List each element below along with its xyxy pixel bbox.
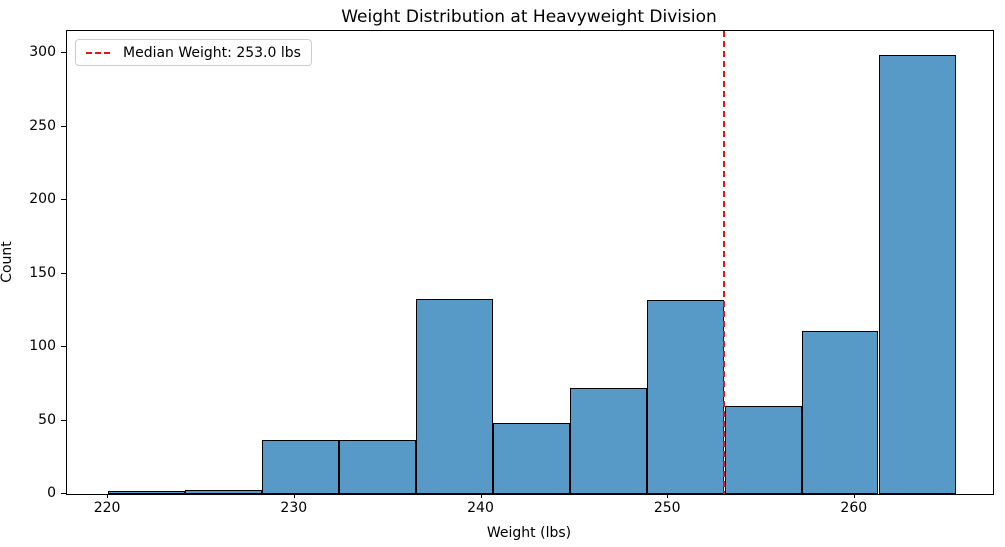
x-tick-label: 240 (467, 500, 494, 516)
histogram-bar (724, 405, 802, 494)
histogram-bar (262, 439, 340, 494)
y-tick-mark (61, 346, 66, 347)
y-tick-label: 150 (29, 264, 56, 281)
histogram-bar (647, 300, 725, 494)
x-tick-label: 260 (840, 500, 868, 516)
y-axis-label: Count (0, 241, 15, 283)
histogram-bar (570, 388, 648, 494)
x-tick-mark (480, 494, 482, 498)
legend: Median Weight: 253.0 lbs (75, 39, 312, 66)
x-tick-label: 220 (93, 500, 121, 516)
plot-area: Median Weight: 253.0 lbs (66, 30, 994, 495)
y-tick-label: 0 (47, 485, 56, 501)
x-axis-label: Weight (lbs) (486, 525, 572, 541)
y-tick-mark (61, 199, 66, 200)
x-tick-label: 230 (280, 500, 308, 516)
median-line-legend-swatch-icon (86, 51, 113, 54)
y-tick-label: 100 (29, 338, 56, 354)
x-tick-mark (853, 494, 855, 498)
y-tick-label: 300 (29, 44, 56, 60)
y-tick-label: 200 (29, 191, 56, 207)
x-tick-label: 250 (653, 500, 681, 516)
chart-title: Weight Distribution at Heavyweight Divis… (341, 7, 717, 27)
y-tick-mark (61, 272, 66, 274)
y-tick-mark (61, 493, 66, 494)
histogram-bar (801, 330, 879, 494)
histogram-bar (108, 491, 186, 494)
y-tick-mark (61, 419, 66, 421)
y-tick-mark (61, 125, 66, 127)
y-tick-label: 50 (38, 411, 56, 428)
histogram-bar (878, 54, 956, 494)
x-tick-mark (107, 494, 109, 498)
histogram-bar (416, 298, 494, 494)
y-tick-mark (61, 52, 66, 53)
x-tick-mark (293, 494, 295, 498)
median-line (723, 31, 726, 494)
histogram-bar (493, 423, 571, 494)
legend-label: Median Weight: 253.0 lbs (123, 44, 301, 61)
histogram-bar (185, 489, 263, 494)
x-tick-mark (667, 494, 669, 498)
y-tick-label: 250 (29, 117, 56, 134)
histogram-bar (339, 439, 417, 494)
